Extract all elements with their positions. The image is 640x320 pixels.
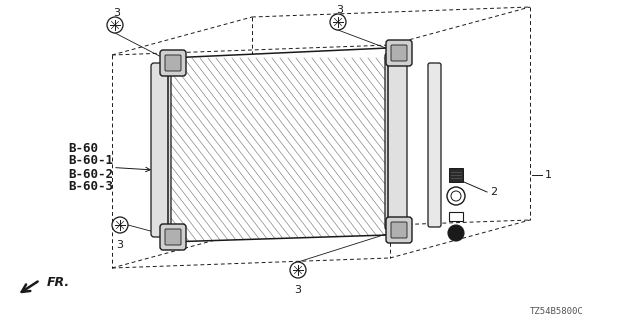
FancyBboxPatch shape [385,53,407,230]
Polygon shape [168,48,388,242]
Text: B-60-2: B-60-2 [68,167,113,180]
Text: TZ54B5800C: TZ54B5800C [530,308,584,316]
Text: 3: 3 [116,240,124,250]
FancyBboxPatch shape [165,229,181,245]
Text: FR.: FR. [47,276,70,290]
FancyBboxPatch shape [428,63,441,227]
Circle shape [112,217,128,233]
Circle shape [107,17,123,33]
FancyBboxPatch shape [165,55,181,71]
Text: 1: 1 [545,170,552,180]
Circle shape [330,14,346,30]
Circle shape [447,187,465,205]
FancyBboxPatch shape [391,222,407,238]
Text: 3: 3 [294,285,301,295]
FancyBboxPatch shape [160,224,186,250]
Text: 3: 3 [113,8,120,18]
Bar [449,168,463,182]
Text: 2: 2 [490,187,497,197]
Circle shape [448,225,464,241]
FancyBboxPatch shape [151,63,171,237]
Text: B-60-1: B-60-1 [68,155,113,167]
FancyBboxPatch shape [160,50,186,76]
Bar [449,212,463,221]
FancyBboxPatch shape [386,40,412,66]
Circle shape [290,262,306,278]
Text: B-60-3: B-60-3 [68,180,113,194]
FancyBboxPatch shape [386,217,412,243]
Text: 3: 3 [337,5,344,15]
FancyBboxPatch shape [391,45,407,61]
Circle shape [451,191,461,201]
Text: B-60: B-60 [68,141,98,155]
